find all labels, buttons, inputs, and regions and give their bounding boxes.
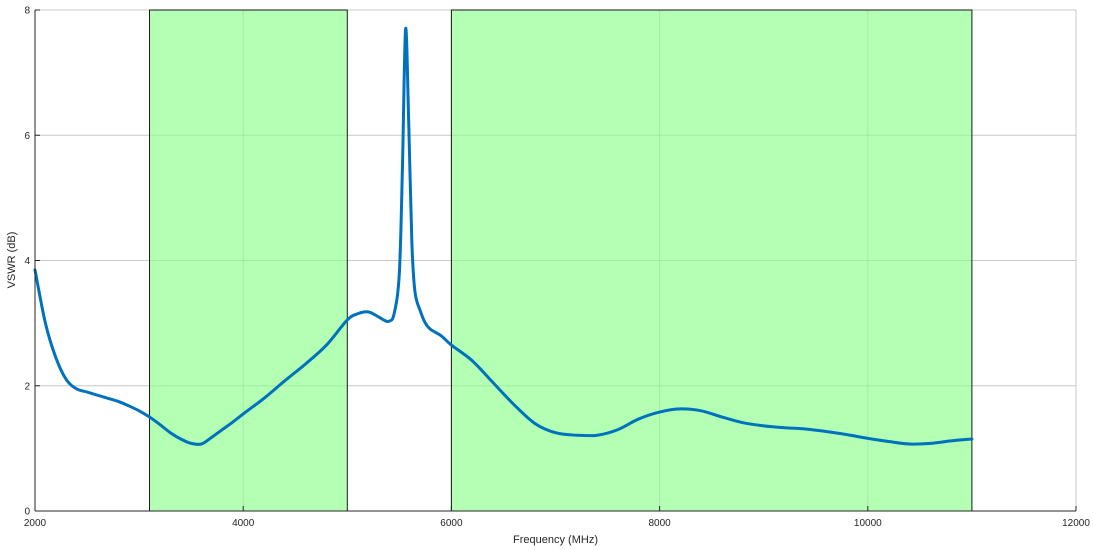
- y-axis-label: VSWR (dB): [6, 232, 18, 289]
- x-tick-label: 6000: [440, 518, 463, 529]
- x-tick-label: 10000: [854, 518, 882, 529]
- y-tick-labels: 0 2 4 6 8: [24, 6, 30, 518]
- x-axis-label: Frequency (MHz): [513, 534, 598, 546]
- band-2: [450, 9, 973, 512]
- y-tick-label: 8: [24, 6, 30, 17]
- y-tick-label: 4: [24, 256, 30, 267]
- x-tick-label: 2000: [24, 518, 47, 529]
- axes: [34, 9, 1077, 512]
- x-tick-labels: 2000 4000 6000 8000 10000 12000: [24, 518, 1090, 529]
- x-tick-label: 8000: [648, 518, 671, 529]
- frequency-bands: [149, 9, 973, 512]
- vswr-series-line: [33, 27, 974, 446]
- y-tick-label: 0: [24, 507, 30, 518]
- y-tick-label: 2: [24, 381, 30, 392]
- y-tick-label: 6: [24, 131, 30, 142]
- x-tick-label: 4000: [232, 518, 255, 529]
- band-1: [149, 9, 348, 512]
- series-group: [33, 27, 974, 446]
- x-tick-label: 12000: [1062, 518, 1090, 529]
